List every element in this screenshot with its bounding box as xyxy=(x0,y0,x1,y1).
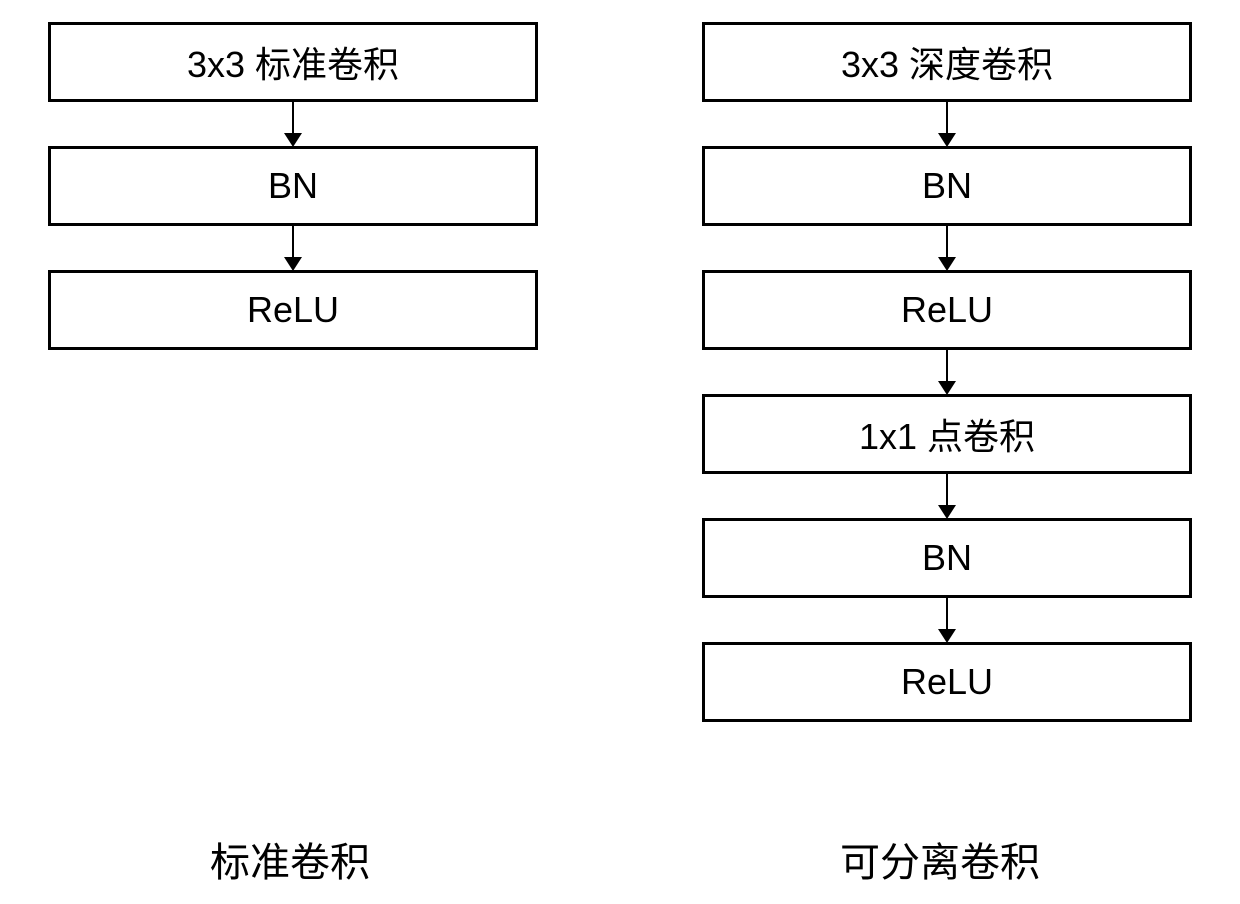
flow-node: BN xyxy=(702,146,1192,226)
flow-node: 3x3 标准卷积 xyxy=(48,22,538,102)
flow-arrow xyxy=(937,598,957,642)
left-caption: 标准卷积 xyxy=(210,830,370,888)
flow-arrow xyxy=(283,102,303,146)
flow-node: 3x3 深度卷积 xyxy=(702,22,1192,102)
flow-arrow xyxy=(283,226,303,270)
flow-arrow xyxy=(937,350,957,394)
right-column: 3x3 深度卷积 BN ReLU 1x1 点卷积 BN ReLU xyxy=(702,22,1192,722)
left-column: 3x3 标准卷积 BN ReLU xyxy=(48,22,538,350)
diagram-canvas: 3x3 标准卷积 BN ReLU 标准卷积 3x3 深度卷积 BN ReLU 1x1 点卷… xyxy=(0,0,1240,904)
flow-node: ReLU xyxy=(702,270,1192,350)
flow-arrow xyxy=(937,102,957,146)
flow-arrow xyxy=(937,474,957,518)
flow-node: BN xyxy=(702,518,1192,598)
flow-node: ReLU xyxy=(48,270,538,350)
flow-node: BN xyxy=(48,146,538,226)
flow-arrow xyxy=(937,226,957,270)
flow-node: ReLU xyxy=(702,642,1192,722)
flow-node: 1x1 点卷积 xyxy=(702,394,1192,474)
right-caption: 可分离卷积 xyxy=(840,830,1040,888)
